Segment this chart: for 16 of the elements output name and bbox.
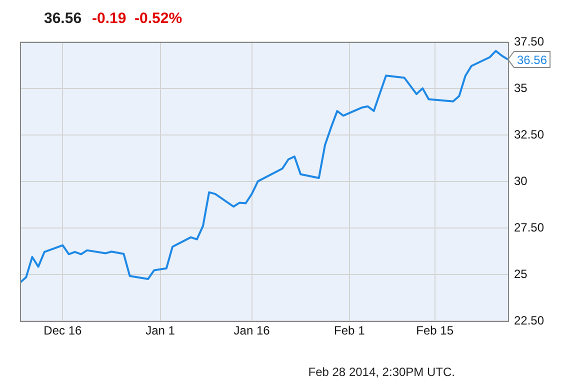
y-tick-label: 27.50 [514,220,544,234]
chart-title: 36.56 [44,10,82,27]
chart-subtitle: -0.19 -0.52% [92,10,182,27]
y-tick-label: 22.50 [514,313,544,328]
text: Feb 28 2014, 2:30PM UTC. [308,365,455,379]
data-label: 36.56 [517,52,548,67]
x-tick-label: Jan 16 [234,324,270,338]
y-tick-label: 30 [514,174,528,188]
y-tick-label: 35 [514,80,528,95]
y-tick-label: 25 [514,266,528,281]
x-tick-label: Feb 1 [334,324,366,338]
x-tick-label: Feb 15 [416,324,454,338]
x-tick-label: Jan 1 [146,324,176,338]
y-tick-label: 32.50 [514,127,544,142]
x-tick-label: Dec 16 [44,324,82,338]
y-tick-label: 37.50 [514,34,544,48]
